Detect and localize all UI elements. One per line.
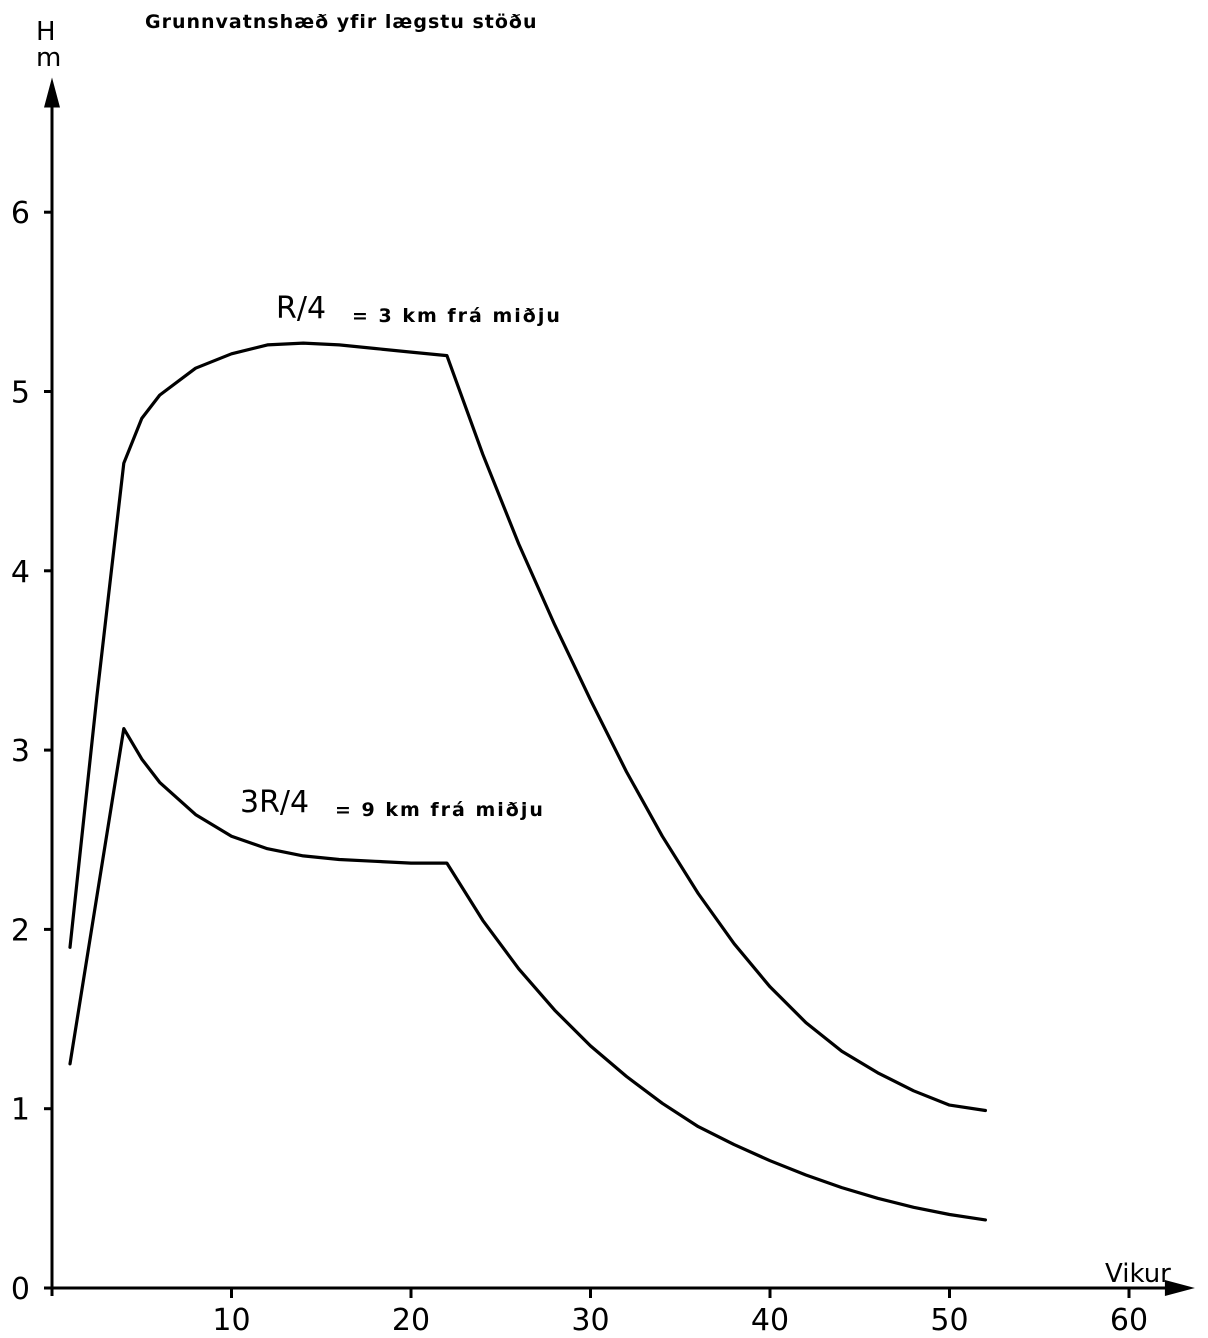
y-tick-label: 3 <box>11 734 30 769</box>
series-label-1-main: R/4 <box>276 291 326 326</box>
series-line-2 <box>68 727 987 1222</box>
y-axis-label-m: m <box>36 43 61 73</box>
x-tick-label: 10 <box>212 1303 250 1338</box>
y-tick-label: 6 <box>11 196 30 231</box>
x-tick-label: 50 <box>930 1303 968 1338</box>
y-tick-label: 2 <box>11 913 30 948</box>
y-tick-label: 4 <box>11 555 30 590</box>
x-tick-label: 30 <box>571 1303 609 1338</box>
y-tick-label: 0 <box>11 1272 30 1307</box>
x-tick-label: 40 <box>751 1303 789 1338</box>
series-labels: R/4 = 3 km frá miðju 3R/4 = 9 km frá mið… <box>240 291 562 821</box>
series-label-2-main: 3R/4 <box>240 785 309 820</box>
x-axis-arrow-icon <box>1164 1280 1195 1296</box>
y-tick-label: 5 <box>11 376 30 411</box>
y-tick-label: 1 <box>11 1093 30 1128</box>
y-axis-arrow-icon <box>44 77 60 108</box>
axes: 0 1 2 3 4 5 6 10 20 30 40 50 60 <box>11 77 1195 1338</box>
series-label-1-rest: = 3 km frá miðju <box>352 305 562 327</box>
x-axis-label: Vikur <box>1105 1259 1171 1289</box>
series-line-1 <box>68 341 987 1113</box>
series-lines <box>68 341 987 1222</box>
chart-title: Grunnvatnshæð yfir lægstu stöðu <box>145 11 538 33</box>
series-label-2-rest: = 9 km frá miðju <box>335 799 545 821</box>
x-tick-label: 20 <box>392 1303 430 1338</box>
x-tick-label: 60 <box>1110 1303 1148 1338</box>
y-axis-label-h: H <box>36 17 56 47</box>
